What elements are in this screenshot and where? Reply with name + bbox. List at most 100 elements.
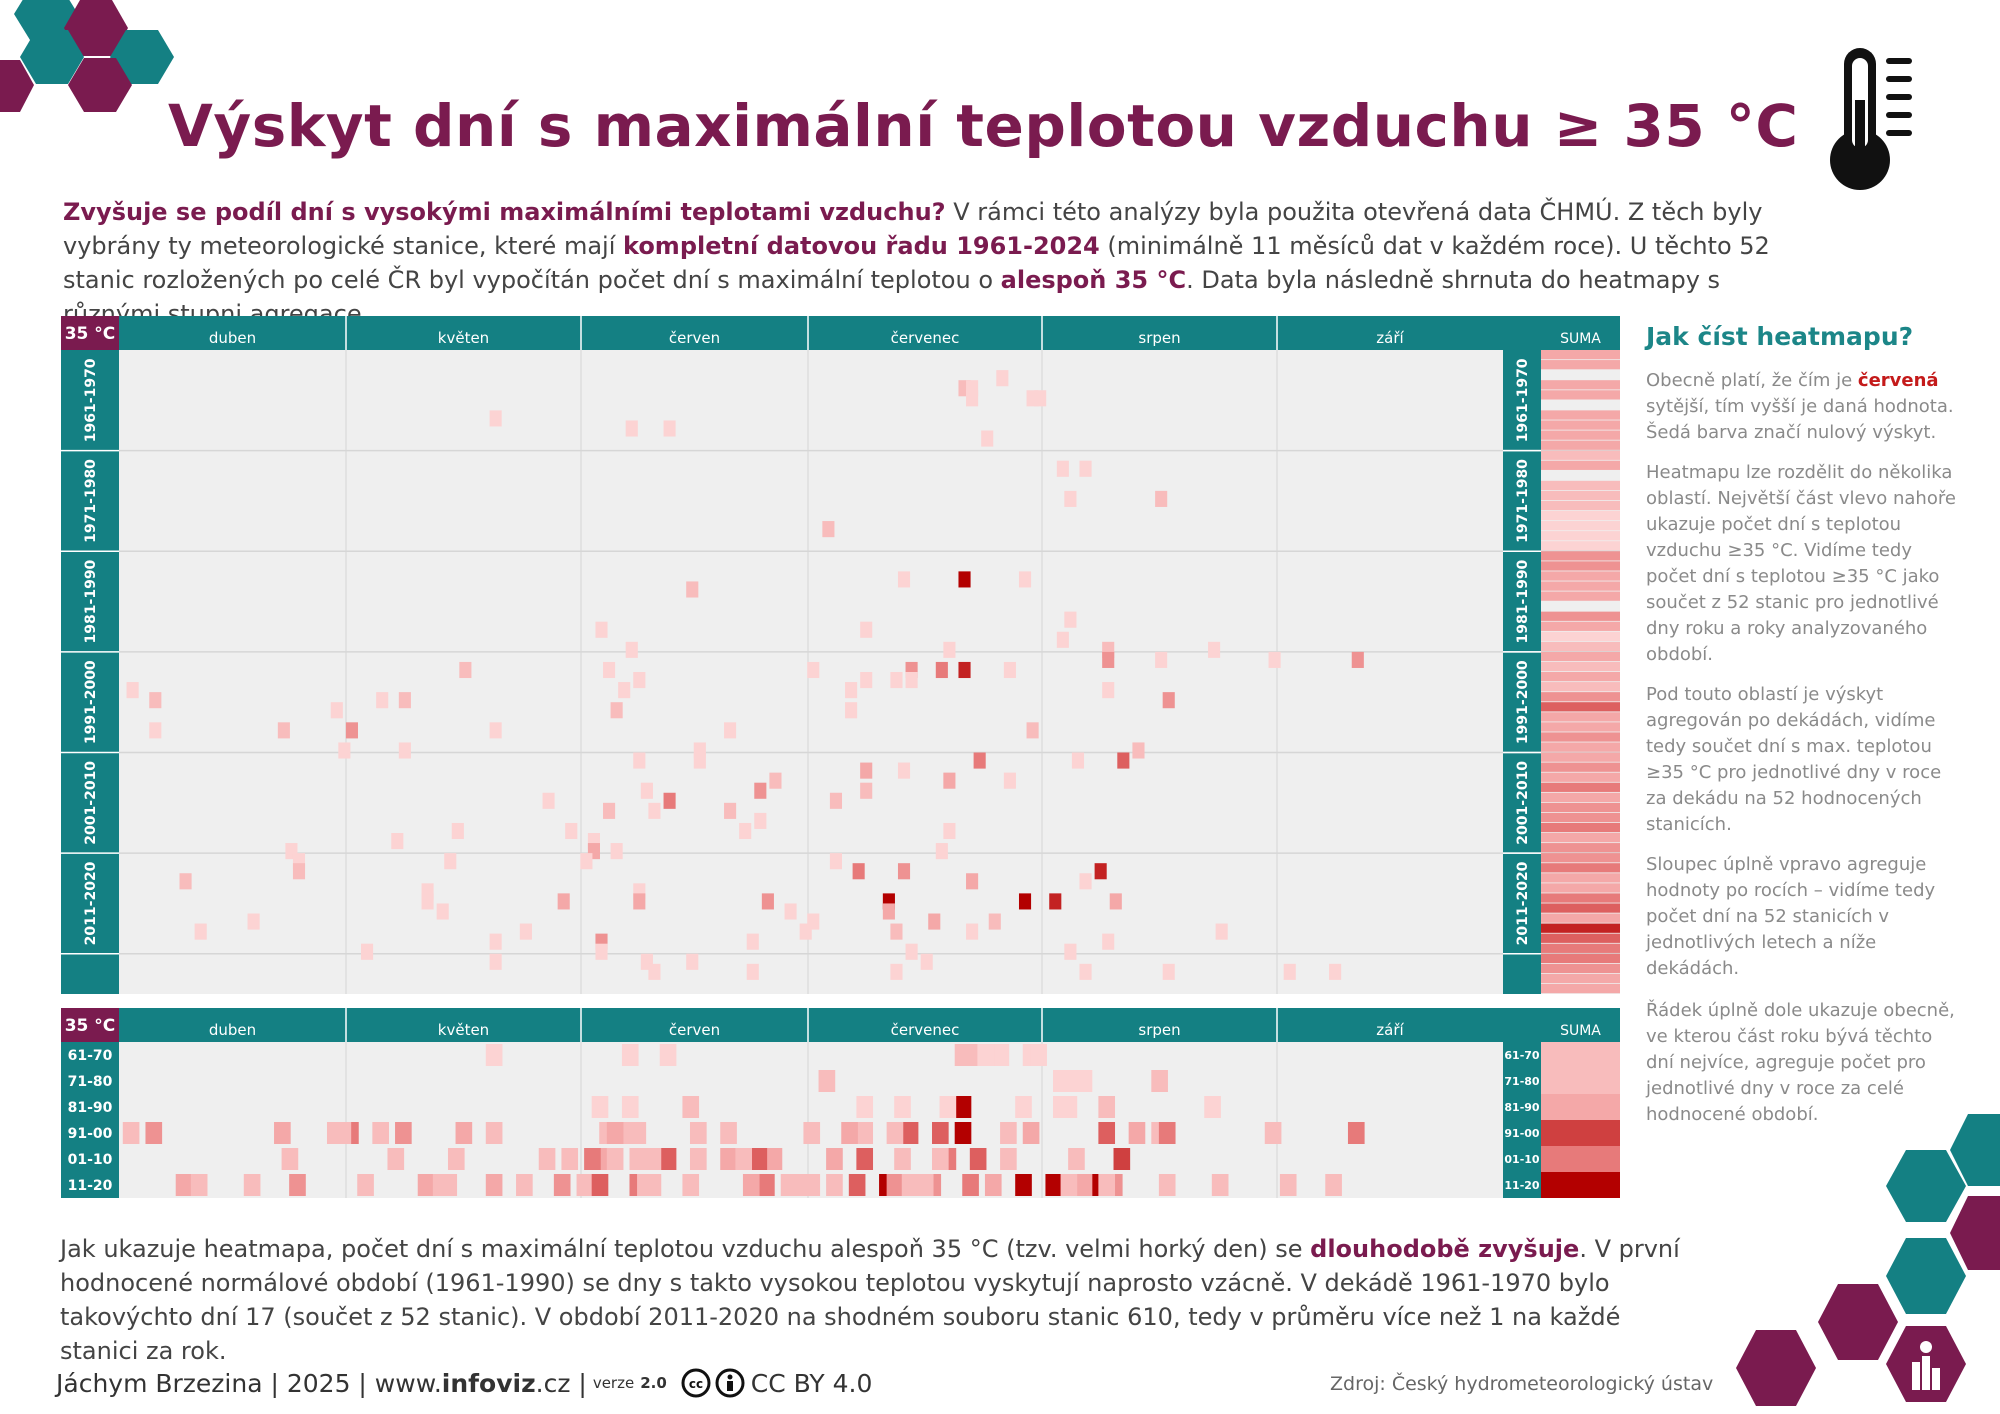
decade-day-cell — [1158, 1174, 1176, 1196]
year-sum-cell — [1541, 953, 1620, 964]
main-heatmap-area: 35 °C duben květen červen červenec srpen září S… — [61, 316, 1620, 994]
decade-day-cell — [538, 1148, 556, 1170]
day-cell — [149, 722, 162, 739]
day-cell — [784, 903, 797, 920]
decade-label-left: 1981-1990 — [83, 559, 99, 643]
decade-day-cell — [591, 1174, 609, 1196]
decade-day-cell — [750, 1148, 768, 1170]
year-sum-cell — [1541, 450, 1620, 460]
decade-day-cell — [516, 1174, 533, 1196]
decade-day-cell — [1098, 1122, 1116, 1144]
decade-sum-cell — [1541, 1068, 1620, 1094]
decade-sum-cell — [1541, 1042, 1620, 1068]
license-text: CC BY 4.0 — [750, 1368, 873, 1398]
decade-day-cell — [818, 1070, 836, 1092]
intro-text-1: V rámci této analýzy byla použita otevře… — [63, 198, 1763, 260]
day-cell — [860, 762, 873, 779]
year-sum-cell — [1541, 712, 1620, 722]
day-cell — [1132, 742, 1145, 759]
day-cell — [746, 963, 759, 980]
decade-day-cell — [1030, 1044, 1047, 1066]
year-sum-cell — [1541, 812, 1620, 823]
decade-day-cell — [455, 1122, 473, 1144]
year-sum-cell — [1541, 420, 1620, 430]
decade-day-cell — [939, 1096, 957, 1118]
intro-question: Zvyšuje se podíl dní s vysokými maximáln… — [63, 198, 946, 226]
month-label-květen: květen — [438, 329, 489, 347]
decade-day-cell — [984, 1174, 1002, 1196]
day-cell — [398, 692, 411, 709]
decade-day-cell — [644, 1174, 662, 1196]
day-cell — [489, 722, 502, 739]
year-sum-cell — [1541, 611, 1620, 621]
decade-month-label-duben: duben — [209, 1021, 256, 1039]
footer-site[interactable]: infoviz — [441, 1368, 536, 1398]
year-sum-cell — [1541, 822, 1620, 833]
corner-label: 35 °C — [65, 324, 116, 344]
day-cell — [943, 822, 956, 840]
year-sum-cell — [1541, 531, 1620, 541]
outro-highlight: dlouhodobě zvyšuje — [1310, 1235, 1580, 1263]
day-cell — [860, 672, 873, 689]
year-sum-cell — [1541, 863, 1620, 873]
day-cell — [277, 722, 290, 739]
year-sum-cell — [1541, 621, 1620, 631]
decade-day-cell — [856, 1096, 874, 1118]
day-cell — [1049, 893, 1062, 910]
year-sum-cell — [1541, 883, 1620, 893]
year-sum-cell — [1541, 933, 1620, 943]
day-cell — [1079, 963, 1092, 980]
year-sum-cell — [1541, 480, 1620, 491]
intro-highlight-2: alespoň 35 °C — [1000, 266, 1187, 294]
year-sum-cell — [1541, 963, 1620, 974]
year-sum-cell — [1541, 732, 1620, 742]
day-cell — [1018, 571, 1032, 588]
decade-day-cell — [916, 1174, 934, 1196]
month-label-červenec: červenec — [891, 329, 960, 347]
day-cell — [1283, 963, 1296, 980]
day-cell — [663, 792, 676, 809]
decade-row-label-left: 91-00 — [68, 1126, 113, 1142]
day-cell — [489, 933, 502, 950]
day-cell — [845, 702, 858, 719]
decade-label-left: 2011-2020 — [83, 861, 99, 945]
decade-day-cell — [1022, 1122, 1040, 1144]
decade-month-label-květen: květen — [438, 1021, 489, 1039]
day-cell — [610, 843, 623, 860]
day-cell — [1034, 390, 1047, 407]
month-label-duben: duben — [209, 329, 256, 347]
svg-text:cc: cc — [689, 1377, 703, 1391]
decade-row-label-right: 61-70 — [1504, 1049, 1540, 1062]
outro-text-1: Jak ukazuje heatmapa, počet dní s maximá… — [60, 1235, 1311, 1263]
decade-sum-cell — [1541, 1172, 1620, 1198]
decade-day-cell — [659, 1148, 677, 1170]
day-cell — [935, 843, 948, 860]
footer-author: Jáchym Brzezina | 2025 | www. — [56, 1368, 442, 1398]
decade-day-cell — [334, 1122, 352, 1144]
day-cell — [376, 692, 389, 709]
decade-day-cell — [1264, 1122, 1282, 1144]
day-cell — [489, 953, 502, 970]
year-sum-cell — [1541, 581, 1620, 591]
decade-row-label-right: 91-00 — [1504, 1127, 1540, 1140]
day-cell — [421, 893, 434, 910]
day-cell — [542, 792, 555, 809]
decade-month-label-červenec: červenec — [891, 1021, 960, 1039]
year-sum-cell — [1541, 672, 1620, 682]
day-cell — [829, 792, 843, 809]
decade-day-cell — [1015, 1174, 1032, 1196]
day-cell — [1056, 631, 1069, 648]
day-cell — [1351, 651, 1364, 668]
decade-day-cell — [553, 1174, 571, 1196]
decade-day-cell — [848, 1174, 866, 1196]
source-text: Zdroj: Český hydrometeorologický ústav — [1330, 1373, 1714, 1395]
decade-day-cell — [1000, 1122, 1017, 1144]
day-cell — [1102, 682, 1115, 699]
decade-row-label-left: 81-90 — [68, 1100, 113, 1116]
day-cell — [625, 641, 638, 658]
decade-day-cell — [780, 1174, 798, 1196]
day-cell — [1003, 772, 1016, 789]
day-cell — [1071, 752, 1085, 769]
day-cell — [724, 722, 737, 739]
decade-day-cell — [1075, 1070, 1093, 1092]
